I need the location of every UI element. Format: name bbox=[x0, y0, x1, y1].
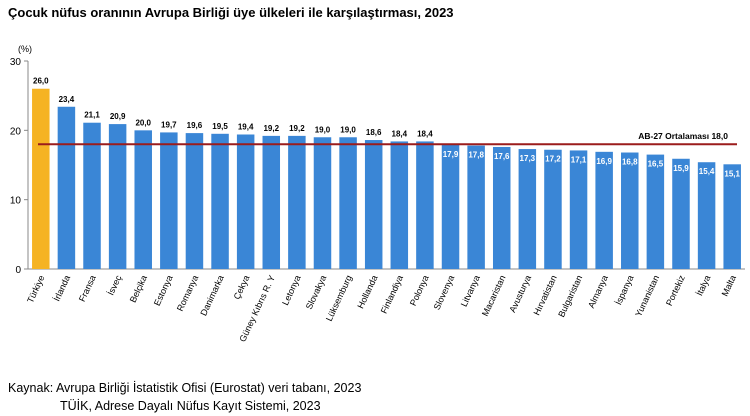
category-label: Portekiz bbox=[664, 273, 687, 307]
bar bbox=[339, 137, 357, 269]
category-label: Hollanda bbox=[355, 274, 379, 310]
category-label: Polonya bbox=[408, 274, 431, 308]
bar bbox=[646, 154, 665, 269]
category-label: Slovakya bbox=[304, 274, 329, 311]
category-label: Bulgaristan bbox=[556, 274, 584, 319]
category-label: Hırvatistan bbox=[532, 274, 559, 317]
bar bbox=[518, 149, 537, 269]
bar bbox=[236, 134, 255, 269]
bar-value-label: 20,0 bbox=[135, 118, 151, 127]
bar-value-label: 20,9 bbox=[110, 112, 126, 121]
bar-value-label: 17,8 bbox=[468, 151, 484, 160]
bar-value-label: 19,7 bbox=[161, 120, 177, 129]
y-tick-label: 10 bbox=[10, 196, 22, 207]
source-line-1: Kaynak: Avrupa Birliği İstatistik Ofisi … bbox=[8, 381, 362, 395]
bar-value-label: 15,4 bbox=[699, 167, 715, 176]
bar-chart: (%) 0 10 20 30 26,0 23,4 21,1 20,9 20,0 19,7 19,6… bbox=[10, 44, 745, 343]
bar bbox=[185, 133, 204, 269]
reference-line-label: AB-27 Ortalaması 18,0 bbox=[638, 131, 728, 141]
category-label: Belçika bbox=[128, 274, 149, 305]
bar bbox=[441, 144, 460, 269]
bar-value-label: 19,0 bbox=[315, 125, 331, 134]
bar bbox=[262, 135, 281, 269]
bars bbox=[32, 88, 741, 270]
category-label: Türkiye bbox=[25, 274, 47, 305]
y-axis-unit-label: (%) bbox=[18, 44, 32, 54]
category-labels: Türkiye İrlanda Fransa İsveç Belçika Estonya R… bbox=[25, 273, 738, 343]
bar bbox=[108, 124, 127, 270]
category-label: Macaristan bbox=[480, 274, 508, 318]
category-label: İspanya bbox=[613, 274, 635, 307]
bar-value-label: 16,5 bbox=[648, 160, 664, 169]
category-label: Slovenya bbox=[432, 274, 457, 312]
category-label: Malta bbox=[720, 274, 738, 298]
bar-value-label: 21,1 bbox=[84, 111, 100, 120]
bar-value-label: 16,8 bbox=[622, 158, 638, 167]
category-label: Avusturya bbox=[507, 274, 533, 314]
bar bbox=[697, 162, 716, 269]
bar bbox=[134, 130, 152, 269]
bar-value-label: 26,0 bbox=[33, 77, 49, 86]
category-label: İsveç bbox=[105, 273, 123, 297]
source-note: Kaynak: Avrupa Birliği İstatistik Ofisi … bbox=[8, 379, 361, 415]
bar-value-label: 19,6 bbox=[187, 121, 203, 130]
bar-value-label: 19,2 bbox=[289, 124, 305, 133]
bar bbox=[390, 141, 409, 269]
bar bbox=[621, 152, 639, 269]
category-label: Çekya bbox=[232, 274, 252, 301]
bar bbox=[723, 164, 741, 269]
value-labels: 26,0 23,4 21,1 20,9 20,0 19,7 19,6 19,5 19,4 19,2… bbox=[33, 77, 741, 179]
source-line-2: TÜİK, Adrese Dayalı Nüfus Kayıt Sistemi,… bbox=[60, 399, 321, 413]
bar bbox=[211, 133, 229, 269]
bar bbox=[595, 151, 613, 269]
bar-value-label: 19,5 bbox=[212, 122, 228, 131]
bar bbox=[57, 106, 76, 269]
bar bbox=[569, 150, 588, 269]
bar-value-label: 23,4 bbox=[59, 95, 75, 104]
category-label: Danimarka bbox=[198, 274, 225, 318]
category-label: Romanya bbox=[175, 274, 200, 313]
bar-value-label: 18,4 bbox=[417, 129, 433, 138]
bar-value-label: 18,4 bbox=[392, 129, 408, 138]
bar bbox=[313, 137, 332, 269]
bar-value-label: 17,6 bbox=[494, 152, 510, 161]
category-label: İtalya bbox=[694, 274, 712, 298]
bar bbox=[467, 145, 485, 269]
bar bbox=[83, 122, 101, 269]
bar-value-label: 18,6 bbox=[366, 128, 382, 137]
bar-value-label: 17,1 bbox=[571, 155, 587, 164]
bar bbox=[160, 132, 178, 269]
bar bbox=[672, 158, 690, 269]
bar bbox=[416, 141, 434, 269]
bar-value-label: 19,4 bbox=[238, 122, 254, 131]
bar-value-label: 17,9 bbox=[443, 150, 459, 159]
bar-value-label: 15,9 bbox=[673, 164, 689, 173]
y-tick-label: 30 bbox=[10, 57, 22, 68]
bar-value-label: 16,9 bbox=[596, 157, 612, 166]
bar bbox=[364, 140, 383, 269]
chart-title: Çocuk nüfus oranının Avrupa Birliği üye … bbox=[8, 5, 454, 20]
bar bbox=[288, 135, 306, 269]
bar-value-label: 19,0 bbox=[340, 125, 356, 134]
category-label: Fransa bbox=[77, 274, 98, 304]
reference-line-group: AB-27 Ortalaması 18,0 bbox=[38, 131, 737, 146]
category-label: Estonya bbox=[152, 274, 175, 308]
bar-value-label: 15,1 bbox=[724, 169, 740, 178]
bar-value-label: 17,2 bbox=[545, 155, 561, 164]
y-tick-label: 0 bbox=[15, 265, 21, 276]
category-label: Almanya bbox=[586, 274, 610, 310]
category-label: Litvanya bbox=[459, 274, 482, 309]
category-label: Lüksemburg bbox=[324, 274, 354, 323]
y-tick-label: 20 bbox=[10, 126, 22, 137]
category-label: İrlanda bbox=[52, 274, 73, 303]
bar bbox=[544, 149, 562, 269]
category-label: Letonya bbox=[280, 274, 303, 307]
bar bbox=[492, 146, 511, 269]
bar-value-label: 19,2 bbox=[263, 124, 279, 133]
category-label: Yunanistan bbox=[633, 274, 661, 319]
bar-value-label: 17,3 bbox=[520, 154, 536, 163]
bar-highlighted bbox=[32, 88, 50, 269]
category-label: Finlandiya bbox=[379, 274, 405, 315]
